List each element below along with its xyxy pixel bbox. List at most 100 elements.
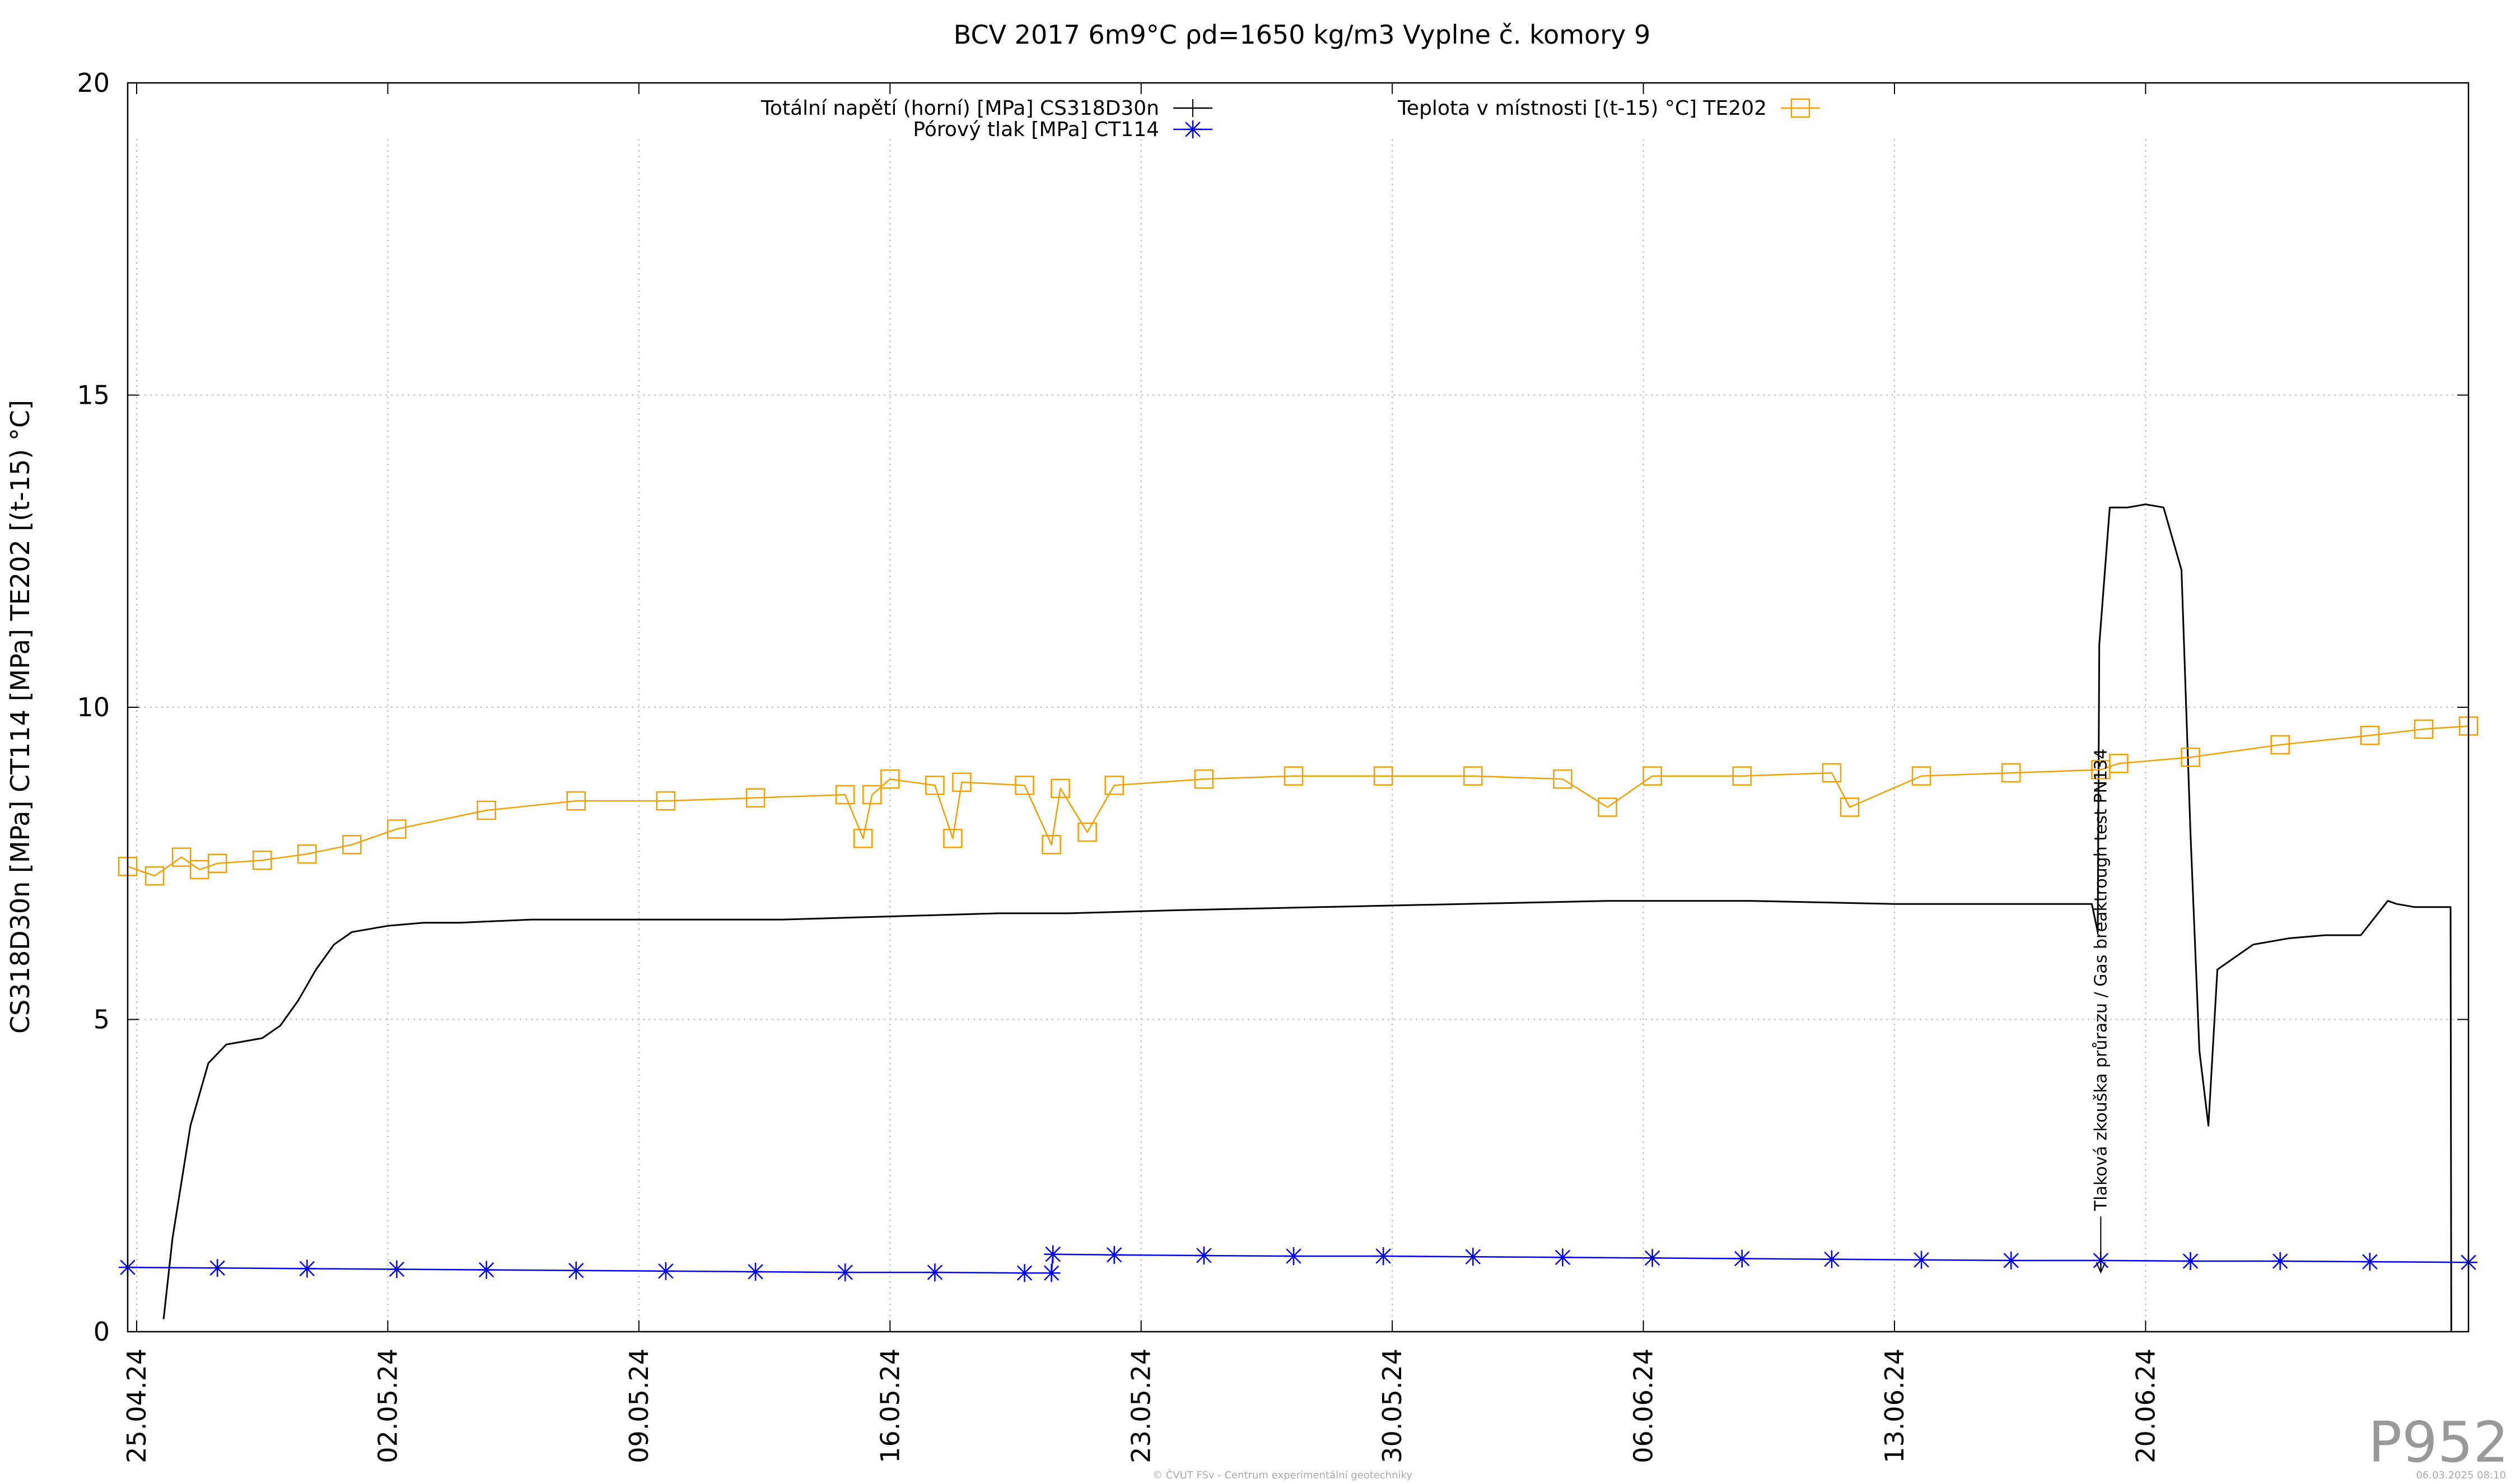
- series-marker: [1184, 120, 1202, 138]
- series-marker: [1912, 1250, 1931, 1269]
- series-marker: [1194, 1246, 1213, 1264]
- series-marker: [1463, 766, 1483, 786]
- series-marker: [952, 772, 972, 792]
- series-marker: [2181, 1252, 2200, 1270]
- y-tick-label: 10: [77, 692, 110, 722]
- series-marker: [1015, 1264, 1034, 1282]
- series-marker: [171, 847, 192, 867]
- series-marker: [836, 1263, 855, 1282]
- series-marker: [1642, 766, 1662, 786]
- series-marker: [567, 1261, 585, 1280]
- y-tick-label: 20: [77, 68, 110, 98]
- y-tick-label: 15: [77, 380, 110, 410]
- x-tick-label: 13.06.24: [1879, 1348, 1910, 1463]
- legend-entry: Pórový tlak [MPa] CT114: [913, 118, 1212, 141]
- x-tick-label: 30.05.24: [1377, 1348, 1407, 1463]
- series-marker: [1373, 766, 1393, 786]
- series-marker: [1553, 1248, 1572, 1267]
- footer-timestamp: 06.03.2025 08:10: [2416, 1469, 2506, 1481]
- series-marker: [745, 788, 766, 808]
- series-marker: [2360, 1253, 2379, 1271]
- legend-entry: Teplota v místnosti [(t-15) °C] TE202: [1397, 97, 1820, 120]
- x-tick-label: 23.05.24: [1126, 1348, 1156, 1463]
- series-marker: [2002, 1251, 2020, 1270]
- series-line: [127, 725, 2469, 877]
- series-marker: [387, 819, 407, 839]
- series-marker: [1733, 1249, 1751, 1268]
- series-marker: [1051, 778, 1070, 799]
- legend-label: Pórový tlak [MPa] CT114: [913, 118, 1159, 141]
- series-layer: [118, 503, 2479, 1333]
- series-marker: [1184, 99, 1202, 117]
- series-marker: [207, 853, 227, 873]
- series-marker: [2001, 763, 2021, 783]
- series-marker: [835, 785, 855, 805]
- series-marker: [1105, 1245, 1123, 1264]
- series-marker: [2360, 725, 2380, 745]
- footer-copyright: © ČVUT FSv - Centrum experimentální geot…: [1152, 1469, 1412, 1481]
- series-line: [162, 503, 2452, 1333]
- series-marker: [1104, 776, 1124, 795]
- watermark: P952: [2368, 1410, 2509, 1475]
- series-marker: [1553, 769, 1572, 789]
- series-marker: [298, 1259, 316, 1278]
- series-marker: [2414, 719, 2434, 739]
- series-marker: [746, 1262, 765, 1281]
- series-marker: [1042, 1264, 1061, 1282]
- series-1: [119, 1245, 2477, 1282]
- series-marker: [252, 850, 272, 870]
- series-marker: [862, 785, 882, 805]
- series-marker: [477, 800, 496, 820]
- series-marker: [1822, 763, 1842, 783]
- series-marker: [1643, 1249, 1662, 1267]
- annotations: Tlaková zkouška průrazu / Gas breaktroug…: [2091, 749, 2111, 1274]
- series-marker: [1464, 1248, 1482, 1266]
- grid: [128, 139, 2468, 1332]
- series-marker: [1284, 1247, 1303, 1266]
- series-marker: [1822, 1250, 1841, 1268]
- series-0: [162, 503, 2452, 1333]
- series-marker: [1077, 822, 1097, 842]
- series-marker: [853, 828, 873, 848]
- series-marker: [2109, 754, 2129, 773]
- x-tick-label: 16.05.24: [875, 1348, 905, 1463]
- x-tick-label: 02.05.24: [372, 1348, 403, 1463]
- series-marker: [943, 828, 963, 848]
- axes: 0 5 10 15 20 25.04.24 02.05.24 09.05.24 16.05.24…: [77, 68, 2470, 1463]
- series-marker: [1284, 766, 1304, 786]
- x-tick-label: 06.06.24: [1628, 1348, 1659, 1463]
- plot-frame: [127, 82, 2470, 1333]
- series-marker: [144, 866, 165, 886]
- series-marker: [926, 1263, 944, 1282]
- annotation: Tlaková zkouška průrazu / Gas breaktroug…: [2091, 749, 2111, 1274]
- y-axis-label: CS318D30n [MPa] CT114 [MPa] TE202 [(t-15…: [5, 400, 35, 1034]
- series-marker: [1790, 98, 1810, 118]
- legend-label: Teplota v místnosti [(t-15) °C] TE202: [1397, 97, 1767, 120]
- series-marker: [297, 844, 317, 864]
- legend: Totální napětí (horní) [MPa] CS318D30nPó…: [760, 97, 1820, 141]
- series-marker: [2271, 1252, 2289, 1270]
- series-marker: [1840, 797, 1860, 817]
- series-marker: [566, 791, 586, 811]
- chart-title: BCV 2017 6m9°C ρd=1650 kg/m3 Vyplne č. k…: [954, 20, 1651, 50]
- x-tick-label: 20.06.24: [2130, 1348, 2160, 1463]
- series-marker: [925, 776, 945, 795]
- series-marker: [388, 1260, 406, 1278]
- series-marker: [880, 769, 900, 789]
- series-marker: [1374, 1247, 1393, 1266]
- series-marker: [208, 1259, 227, 1277]
- y-tick-label: 5: [94, 1005, 110, 1035]
- series-marker: [1042, 835, 1061, 855]
- x-tick-label: 25.04.24: [122, 1348, 152, 1463]
- x-tick-label: 09.05.24: [624, 1348, 654, 1463]
- series-marker: [1732, 766, 1752, 786]
- legend-label: Totální napětí (horní) [MPa] CS318D30n: [760, 97, 1159, 120]
- annotation-text: Tlaková zkouška průrazu / Gas breaktroug…: [2091, 749, 2111, 1211]
- series-marker: [342, 835, 362, 855]
- series-marker: [1015, 776, 1034, 795]
- series-marker: [2181, 747, 2200, 767]
- annotation-arrowhead: [2096, 1262, 2106, 1274]
- legend-entry: Totální napětí (horní) [MPa] CS318D30n: [760, 97, 1212, 120]
